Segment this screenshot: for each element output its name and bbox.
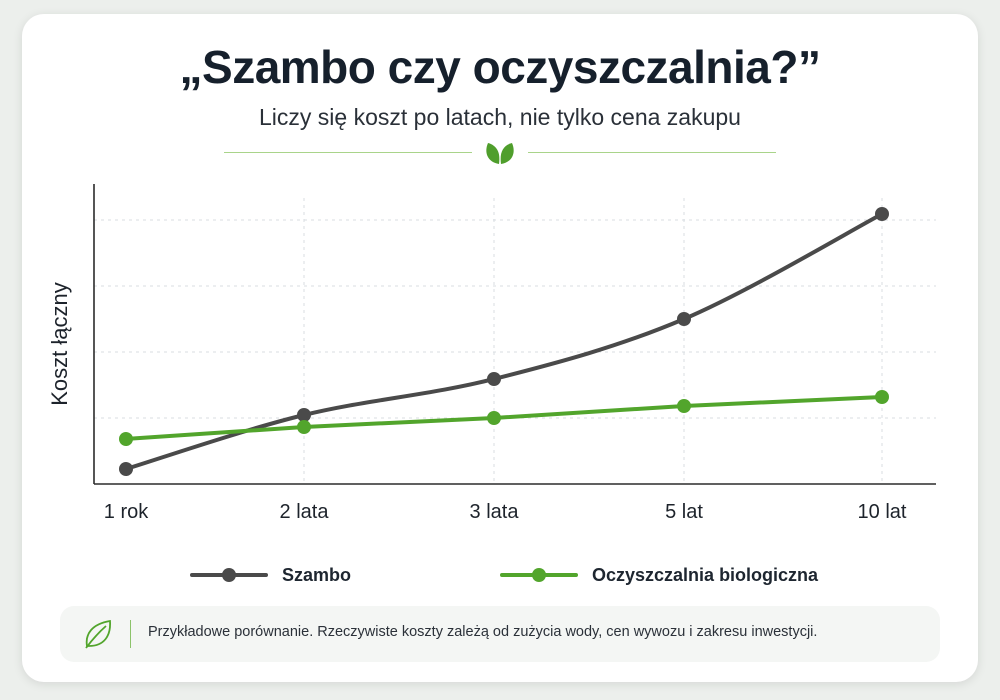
divider-right (528, 152, 776, 153)
point-szambo-3 (677, 312, 691, 326)
point-szambo-0 (119, 462, 133, 476)
point-szambo-2 (487, 372, 501, 386)
footnote-separator (130, 620, 131, 648)
point-szambo-4 (875, 207, 889, 221)
leaf-icon (486, 143, 514, 164)
legend-label-oczyszczalnia: Oczyszczalnia biologiczna (592, 564, 819, 585)
point-oczyszczalnia-1 (297, 420, 311, 434)
chart-title: „Szambo czy oczyszczalnia?” (179, 41, 821, 93)
footnote-text: Przykładowe porównanie. Rzeczywiste kosz… (148, 624, 818, 640)
y-axis-label: Koszt łączny (47, 282, 72, 406)
x-tick-label-1: 2 lata (280, 501, 330, 523)
footnote-box: Przykładowe porównanie. Rzeczywiste kosz… (60, 606, 940, 662)
x-tick-label-0: 1 rok (104, 501, 149, 523)
infographic-card: „Szambo czy oczyszczalnia?” Liczy się ko… (22, 14, 978, 682)
line-chart: 1 rok 2 lata 3 lata 5 lat 10 lat (93, 184, 936, 523)
legend-label-szambo: Szambo (282, 564, 352, 585)
point-oczyszczalnia-3 (677, 399, 691, 413)
point-oczyszczalnia-0 (119, 432, 133, 446)
legend-swatch-oczyszczalnia (500, 568, 578, 582)
divider-left (224, 152, 472, 153)
legend: Szambo Oczyszczalnia biologiczna (22, 560, 978, 590)
legend-swatch-szambo (190, 568, 268, 582)
x-tick-label-2: 3 lata (470, 501, 520, 523)
legend-item-oczyszczalnia: Oczyszczalnia biologiczna (500, 560, 818, 590)
x-tick-label-4: 10 lat (858, 501, 907, 523)
point-oczyszczalnia-2 (487, 411, 501, 425)
chart-subtitle: Liczy się koszt po latach, nie tylko cen… (259, 104, 741, 130)
point-szambo-1 (297, 408, 311, 422)
legend-item-szambo: Szambo (190, 560, 351, 590)
x-tick-label-3: 5 lat (665, 501, 703, 523)
point-oczyszczalnia-4 (875, 390, 889, 404)
leaf-outline-icon (85, 619, 111, 649)
